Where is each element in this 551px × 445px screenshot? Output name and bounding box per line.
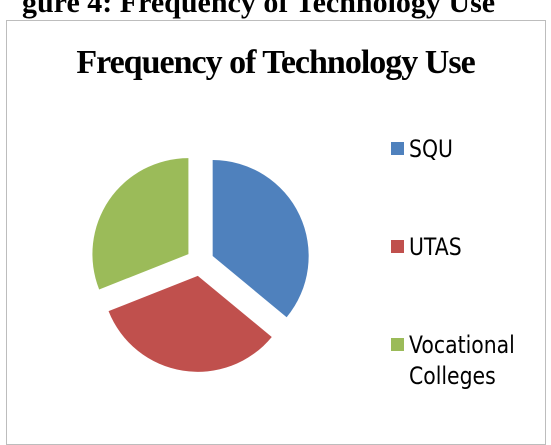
figure-caption: gure 4: Frequency of Technology Use (22, 0, 496, 19)
legend-item: SQU (391, 134, 549, 165)
legend-item: UTAS (391, 232, 549, 263)
legend-label: SQU (409, 135, 453, 163)
legend-item: Vocational Colleges (391, 330, 549, 392)
legend-swatch (391, 142, 404, 155)
legend-swatch (391, 240, 404, 253)
pie-slice (92, 158, 189, 290)
legend-label: UTAS (409, 233, 462, 261)
legend-swatch (391, 338, 404, 351)
pie-slice (212, 160, 309, 318)
chart-title: Frequency of Technology Use (76, 44, 475, 81)
pie-slice (108, 275, 272, 372)
legend-label: Vocational Colleges (409, 331, 515, 390)
